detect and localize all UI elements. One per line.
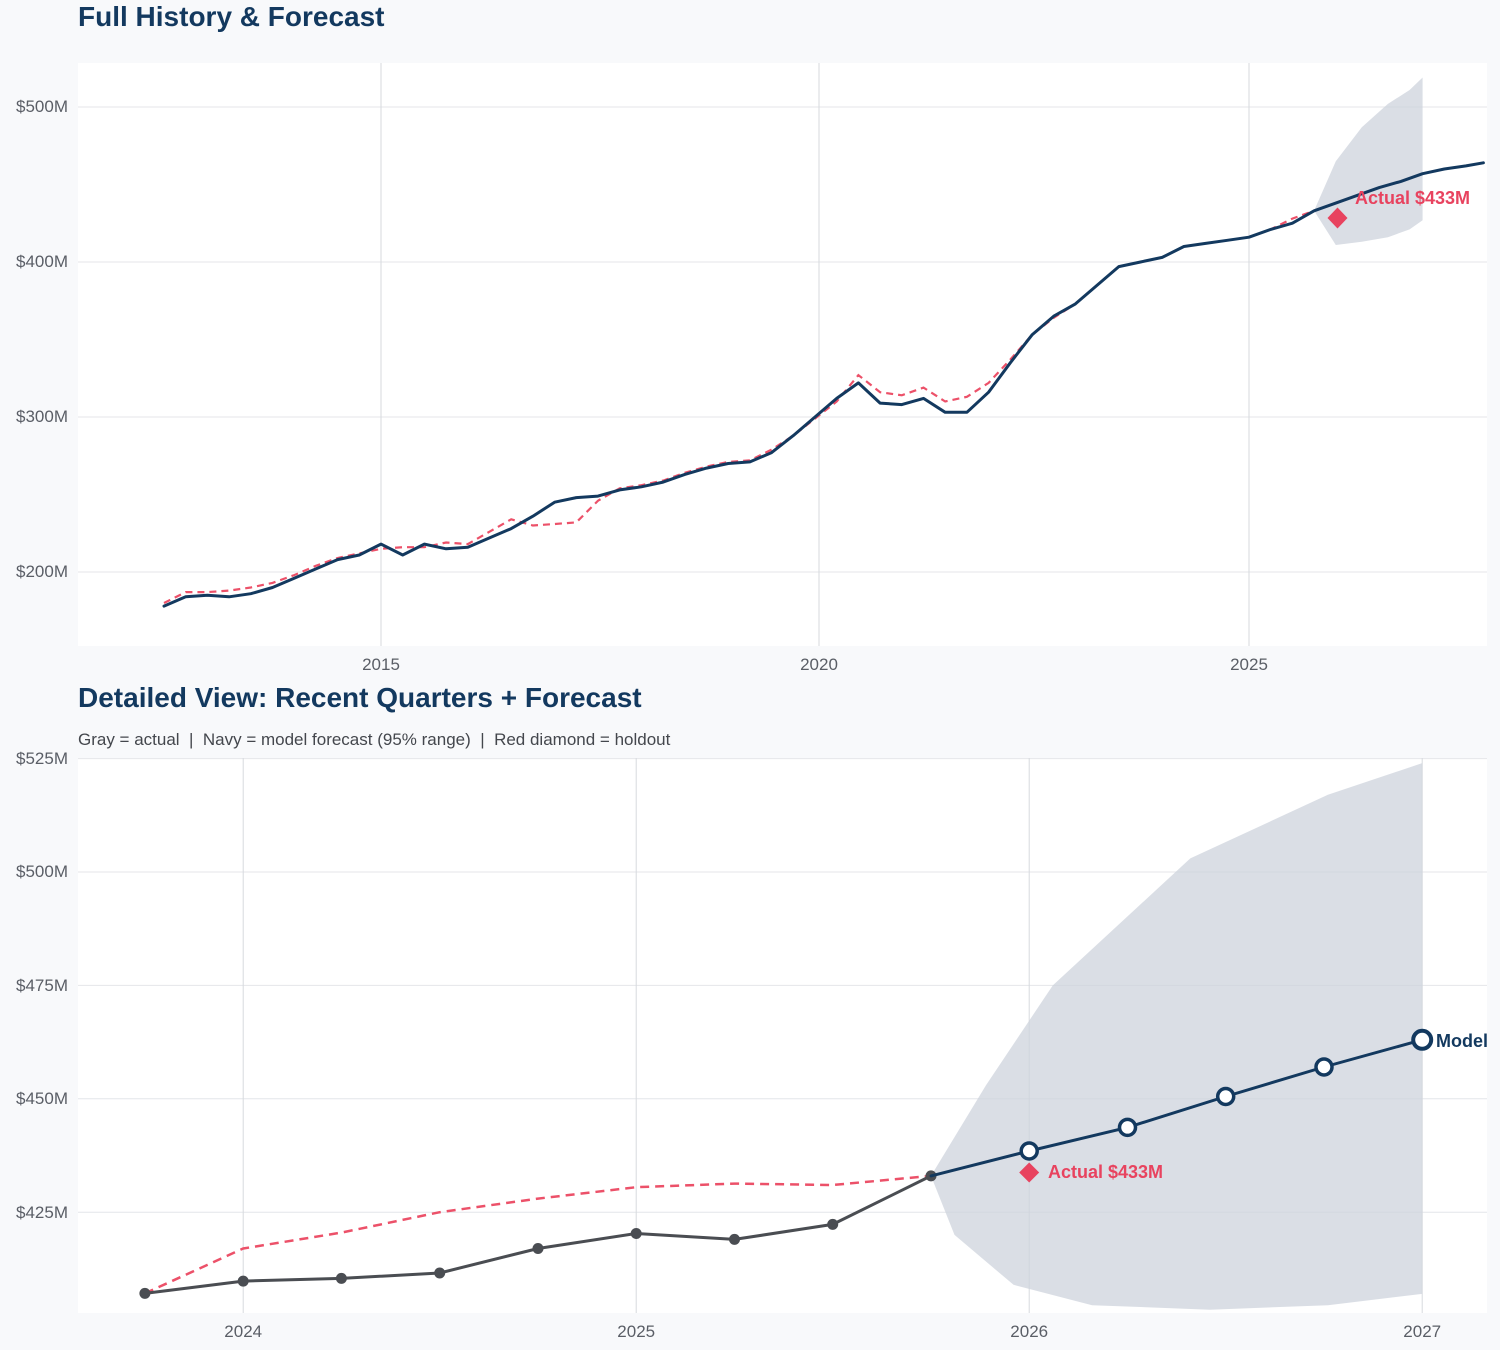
svg-text:2024: 2024 [224, 1322, 262, 1341]
svg-text:Model: Model [1436, 1031, 1488, 1051]
svg-text:2026: 2026 [1010, 1322, 1048, 1341]
svg-text:2020: 2020 [800, 655, 838, 674]
svg-text:$425M: $425M [16, 1203, 68, 1222]
svg-text:2025: 2025 [617, 1322, 655, 1341]
svg-text:Actual $433M: Actual $433M [1048, 1162, 1163, 1182]
svg-text:$200M: $200M [16, 562, 68, 581]
svg-text:$525M: $525M [16, 749, 68, 768]
svg-text:$400M: $400M [16, 252, 68, 271]
svg-text:2027: 2027 [1403, 1322, 1441, 1341]
svg-text:$475M: $475M [16, 976, 68, 995]
svg-text:$500M: $500M [16, 97, 68, 116]
svg-text:$450M: $450M [16, 1089, 68, 1108]
svg-text:Actual $433M: Actual $433M [1355, 188, 1470, 208]
svg-text:2025: 2025 [1230, 655, 1268, 674]
svg-text:$300M: $300M [16, 407, 68, 426]
svg-text:2015: 2015 [362, 655, 400, 674]
svg-text:$500M: $500M [16, 862, 68, 881]
